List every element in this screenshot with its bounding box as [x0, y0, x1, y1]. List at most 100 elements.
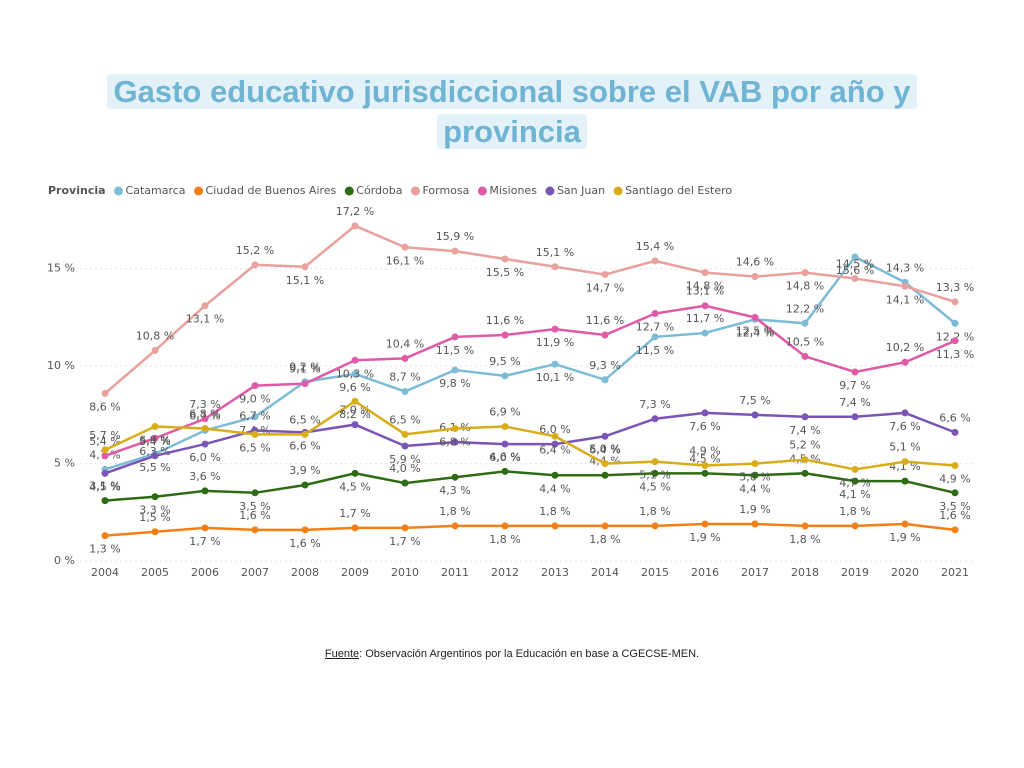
data-point: [901, 477, 909, 485]
series-line: [104, 224, 956, 395]
data-label: 9,1 %: [289, 363, 320, 376]
data-label: 7,4 %: [789, 424, 820, 437]
data-point: [551, 263, 559, 271]
data-point: [201, 424, 209, 432]
data-label: 5,4 %: [89, 435, 120, 448]
legend-title: Provincia: [48, 184, 106, 197]
data-label: 4,1 %: [839, 488, 870, 501]
x-tick-label: 2015: [641, 566, 669, 579]
data-label: 7,3 %: [189, 398, 220, 411]
data-label: 1,8 %: [589, 533, 620, 546]
data-point: [601, 432, 609, 440]
data-label: 5,0 %: [589, 443, 620, 456]
data-label: 5,2 %: [789, 439, 820, 452]
legend-label: San Juan: [557, 184, 605, 197]
data-point: [801, 319, 809, 327]
data-label: 15,6 %: [836, 264, 874, 277]
data-point: [501, 372, 509, 380]
data-label: 14,7 %: [586, 282, 624, 295]
data-label: 4,0 %: [389, 462, 420, 475]
data-point: [201, 487, 209, 495]
data-label: 1,8 %: [639, 505, 670, 518]
data-label: 1,8 %: [789, 533, 820, 546]
data-label: 8,2 %: [339, 408, 370, 421]
data-point: [251, 261, 259, 269]
data-point: [951, 526, 959, 534]
data-label: 11,7 %: [686, 312, 724, 325]
data-point: [201, 415, 209, 423]
data-label: 13,1 %: [186, 313, 224, 326]
x-tick-label: 2018: [791, 566, 819, 579]
data-label: 12,2 %: [786, 302, 824, 315]
data-point: [751, 471, 759, 479]
data-label: 14,6 %: [736, 256, 774, 269]
series-line: [104, 304, 956, 457]
legend-label: Córdoba: [356, 184, 402, 197]
data-label: 6,6 %: [939, 411, 970, 424]
legend-marker: [344, 186, 354, 196]
x-tick-label: 2013: [541, 566, 569, 579]
x-tick-label: 2004: [91, 566, 119, 579]
data-point: [151, 434, 159, 442]
data-label: 5,1 %: [639, 469, 670, 482]
data-point: [651, 522, 659, 530]
legend-label: Ciudad de Buenos Aires: [206, 184, 337, 197]
x-tick-label: 2009: [341, 566, 369, 579]
data-point: [301, 380, 309, 388]
data-point: [551, 360, 559, 368]
data-label: 6,0 %: [489, 451, 520, 464]
data-label: 7,4 %: [839, 396, 870, 409]
data-label: 15,9 %: [436, 230, 474, 243]
data-label: 9,6 %: [339, 381, 370, 394]
data-label: 1,7 %: [339, 507, 370, 520]
x-tick-label: 2010: [391, 566, 419, 579]
data-point: [201, 302, 209, 310]
legend-marker: [613, 186, 623, 196]
data-label: 6,4 %: [589, 443, 620, 456]
source: Fuente: Observación Argentinos por la Ed…: [0, 648, 1024, 660]
data-point: [151, 528, 159, 536]
data-label: 11,6 %: [586, 314, 624, 327]
data-point: [951, 337, 959, 345]
data-point: [401, 479, 409, 487]
data-label: 1,8 %: [839, 505, 870, 518]
data-point: [601, 376, 609, 384]
data-label: 7,3 %: [639, 398, 670, 411]
data-label: 10,1 %: [536, 371, 574, 384]
data-point: [701, 329, 709, 337]
data-label: 9,8 %: [439, 377, 470, 390]
data-point: [651, 333, 659, 341]
data-point: [451, 473, 459, 481]
data-point: [151, 452, 159, 460]
legend-marker: [114, 186, 124, 196]
data-label: 11,9 %: [536, 336, 574, 349]
series-line: [104, 470, 956, 502]
y-tick-label: 15 %: [47, 262, 75, 275]
data-point: [251, 489, 259, 497]
x-tick-label: 2020: [891, 566, 919, 579]
data-point: [501, 331, 509, 339]
data-point: [451, 366, 459, 374]
data-label: 4,5 %: [639, 480, 670, 493]
data-label: 14,8 %: [686, 280, 724, 293]
data-point: [351, 524, 359, 532]
data-point: [801, 413, 809, 421]
data-point: [701, 520, 709, 528]
data-point: [351, 356, 359, 364]
data-label: 9,0 %: [239, 393, 270, 406]
data-label: 9,5 %: [489, 355, 520, 368]
data-point: [251, 382, 259, 390]
data-point: [401, 430, 409, 438]
data-point: [101, 446, 109, 454]
data-point: [101, 532, 109, 540]
data-label: 6,6 %: [289, 439, 320, 452]
data-point: [851, 368, 859, 376]
data-label: 1,8 %: [539, 505, 570, 518]
x-tick-label: 2012: [491, 566, 519, 579]
data-label: 14,8 %: [786, 280, 824, 293]
data-point: [501, 423, 509, 431]
x-tick-label: 2006: [191, 566, 219, 579]
data-point: [901, 520, 909, 528]
data-label: 11,3 %: [936, 348, 974, 361]
